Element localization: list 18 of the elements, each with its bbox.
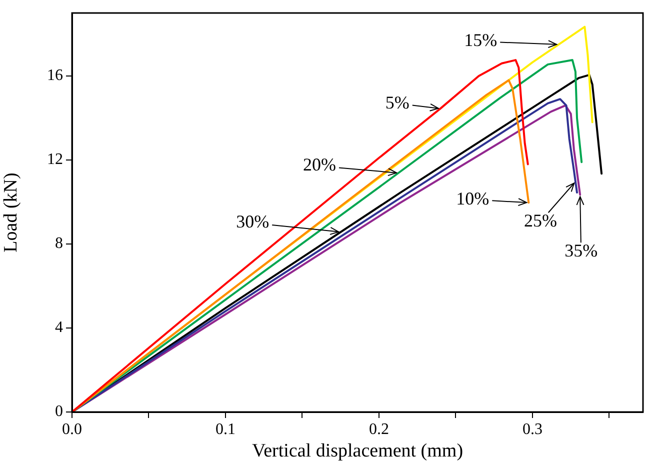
annotation: 35%	[564, 240, 598, 260]
annotation: 15%	[464, 30, 498, 50]
x-tick-label: 0.1	[215, 420, 236, 438]
annotation: 20%	[303, 154, 336, 175]
x-tick-label: 0.2	[368, 420, 389, 438]
y-tick-label: 0	[55, 403, 63, 420]
annotation: 5%	[385, 92, 410, 112]
y-tick-label: 8	[55, 235, 63, 252]
x-axis-title: Vertical displacement (mm)	[252, 440, 464, 462]
annotation: 30%	[236, 212, 270, 232]
y-tick-label: 4	[55, 319, 63, 336]
x-tick-label: 0.3	[522, 420, 542, 438]
y-axis-title: Load (kN)	[0, 172, 22, 252]
x-tick-label: 0.0	[62, 420, 82, 438]
annotation: 10%	[456, 188, 490, 208]
y-tick-label: 12	[47, 151, 63, 168]
y-tick-label: 16	[47, 67, 63, 84]
annotation: 25%	[524, 210, 557, 230]
